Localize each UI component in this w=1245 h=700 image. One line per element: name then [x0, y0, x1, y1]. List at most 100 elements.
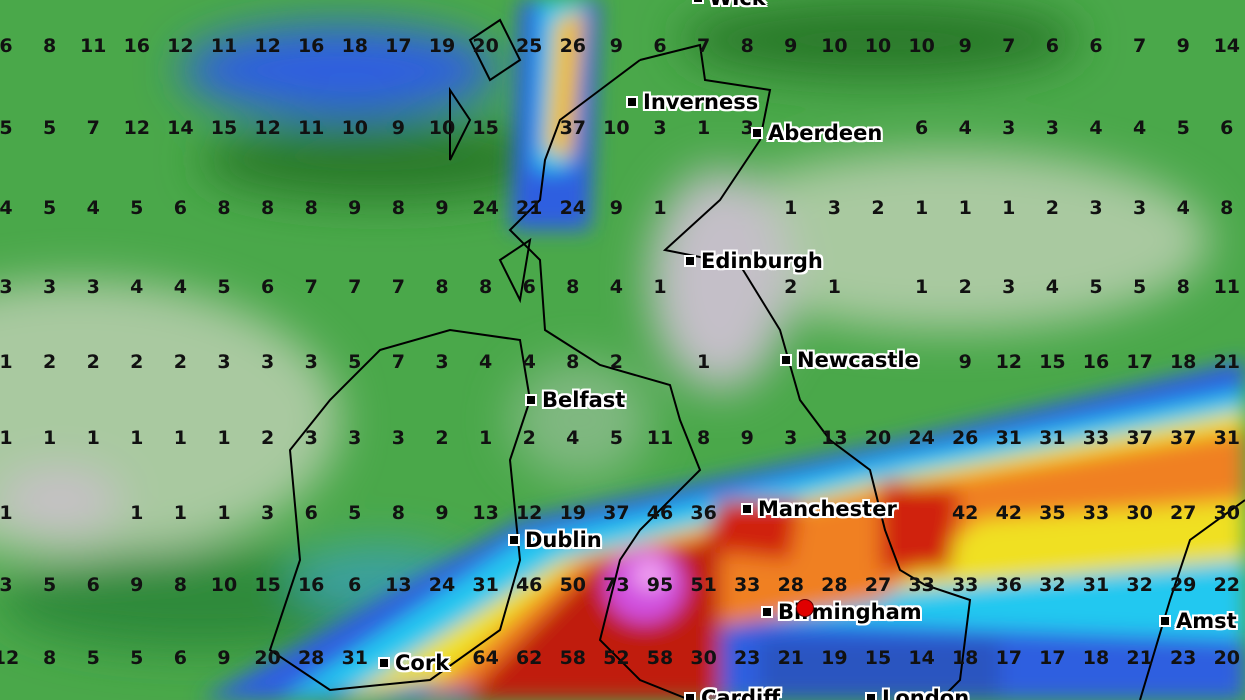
grid-value: 42: [995, 502, 1023, 524]
grid-value: 5: [217, 276, 231, 298]
city-newcastle[interactable]: Newcastle: [780, 348, 919, 372]
grid-value: 32: [1039, 574, 1066, 596]
grid-value: 12: [254, 35, 281, 57]
grid-value: 20: [254, 647, 281, 669]
grid-value: 3: [86, 276, 100, 298]
grid-value: 12: [515, 502, 543, 524]
grid-value: 1: [86, 427, 100, 449]
netherlands-coast: [1139, 499, 1245, 700]
grid-value: 5: [42, 117, 57, 139]
grid-value: 1: [0, 502, 13, 524]
grid-value: 37: [1169, 427, 1197, 449]
grid-value: 6: [653, 35, 667, 57]
grid-value: 15: [254, 574, 281, 596]
city-inverness[interactable]: Inverness: [626, 90, 758, 114]
city-edinburgh[interactable]: Edinburgh: [684, 249, 823, 273]
grid-value: 22: [1213, 574, 1241, 596]
grid-value: 10: [428, 117, 456, 139]
city-marker: [684, 255, 696, 267]
city-manchester[interactable]: Manchester: [741, 497, 897, 521]
city-marker: [865, 692, 877, 700]
grid-value: 8: [1220, 197, 1234, 219]
grid-value: 1: [784, 197, 798, 219]
grid-value: 3: [260, 502, 275, 524]
city-aberdeen[interactable]: Aberdeen: [751, 121, 882, 145]
city-label: Dublin: [525, 528, 602, 552]
city-label: Edinburgh: [701, 249, 823, 273]
city-birmingham[interactable]: Birmingham: [761, 600, 922, 624]
grid-value: 1: [173, 502, 188, 524]
grid-value: 8: [696, 427, 711, 449]
grid-value: 4: [86, 197, 100, 219]
grid-value: 3: [1002, 276, 1016, 298]
grid-value: 8: [566, 276, 580, 298]
grid-value: 1: [217, 502, 231, 524]
grid-value: 9: [435, 197, 449, 219]
grid-value: 21: [777, 647, 805, 669]
grid-value: 8: [740, 35, 754, 57]
grid-value: 3: [1089, 197, 1103, 219]
grid-value: 1: [653, 276, 667, 298]
grid-value: 3: [1045, 117, 1060, 139]
city-marker: [692, 0, 704, 4]
grid-value: 12: [123, 117, 151, 139]
grid-value: 11: [646, 427, 674, 449]
grid-value: 13: [385, 574, 412, 596]
grid-value: 28: [297, 647, 325, 669]
city-cork[interactable]: Cork: [378, 651, 449, 675]
grid-value: 3: [653, 117, 667, 139]
grid-value: 19: [821, 647, 848, 669]
grid-value: 8: [173, 574, 188, 596]
grid-value: 33: [1082, 502, 1110, 524]
grid-value: 3: [784, 427, 798, 449]
grid-value: 15: [210, 117, 238, 139]
city-london[interactable]: London: [865, 686, 969, 700]
city-cardiff[interactable]: Cardiff: [684, 686, 780, 700]
grid-value: 1: [173, 427, 188, 449]
grid-value: 9: [784, 35, 798, 57]
grid-value: 11: [210, 35, 238, 57]
city-amsterdam[interactable]: Amst: [1159, 609, 1237, 633]
grid-value: 5: [348, 502, 362, 524]
grid-value: 17: [995, 647, 1023, 669]
grid-value: 6: [1045, 35, 1060, 57]
grid-value: 50: [559, 574, 587, 596]
grid-value: 3: [304, 351, 318, 373]
city-marker: [780, 354, 792, 366]
city-wick[interactable]: Wick: [692, 0, 766, 10]
grid-value: 3: [0, 276, 13, 298]
grid-value: 12: [254, 117, 281, 139]
grid-value: 9: [958, 35, 972, 57]
grid-value: 10: [908, 35, 935, 57]
grid-value: 2: [42, 351, 57, 373]
grid-value: 16: [297, 35, 325, 57]
grid-value: 13: [472, 502, 499, 524]
location-marker-dot[interactable]: [796, 599, 814, 617]
grid-value: 6: [86, 574, 100, 596]
grid-value: 20: [472, 35, 499, 57]
grid-value: 6: [1220, 117, 1234, 139]
grid-value: 10: [341, 117, 369, 139]
grid-value: 18: [341, 35, 369, 57]
grid-value: 36: [690, 502, 717, 524]
grid-value: 8: [435, 276, 449, 298]
grid-value: 1: [696, 351, 711, 373]
grid-value: 15: [1039, 351, 1066, 373]
grid-value: 20: [1213, 647, 1241, 669]
ireland-coast: [268, 328, 532, 692]
grid-value: 4: [958, 117, 972, 139]
grid-value: 28: [777, 574, 805, 596]
grid-value: 1: [696, 117, 711, 139]
grid-value: 8: [1176, 276, 1190, 298]
city-marker: [378, 657, 390, 669]
grid-value: 51: [690, 574, 717, 596]
grid-value: 11: [79, 35, 107, 57]
grid-value: 4: [1132, 117, 1147, 139]
grid-value: 5: [130, 197, 144, 219]
grid-value: 6: [914, 117, 929, 139]
city-dublin[interactable]: Dublin: [508, 528, 602, 552]
grid-value: 16: [1082, 351, 1110, 373]
city-belfast[interactable]: Belfast: [525, 388, 625, 412]
